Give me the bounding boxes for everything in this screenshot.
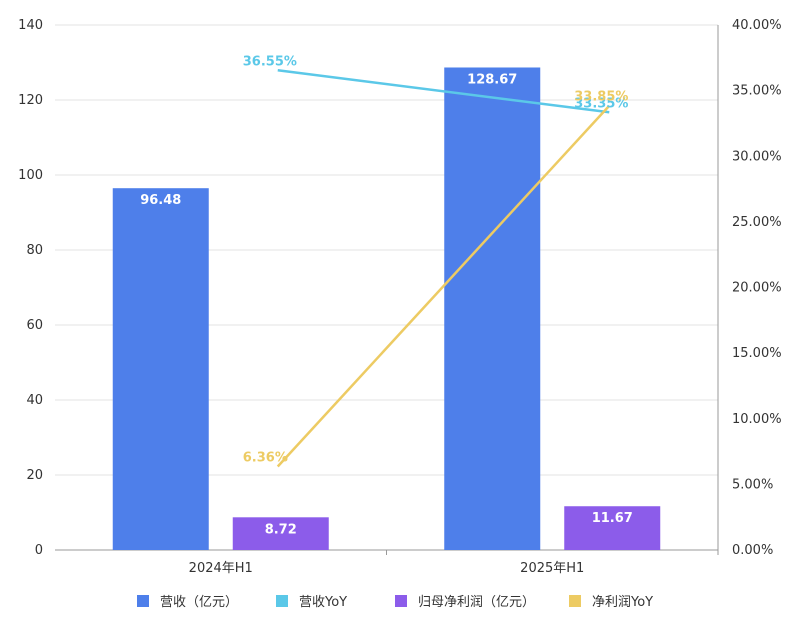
y-left-tick-label: 140 (18, 18, 43, 33)
lines (276, 69, 611, 468)
y-right-tick-label: 5.00% (732, 477, 773, 492)
y-right-tick-label: 10.00% (732, 412, 782, 427)
legend-label: 营收YoY (299, 595, 347, 610)
bar (232, 517, 329, 550)
legend-swatch (569, 595, 581, 607)
y-right-tick-label: 40.00% (732, 18, 782, 33)
y-left-tick-label: 20 (26, 468, 43, 483)
line-value-label: 33.85% (574, 90, 628, 105)
legend-swatch (395, 595, 407, 607)
axes: 0 20 40 60 80 100 120 140 0.00% 5.00% 10.00% 15.00%… (18, 18, 781, 576)
x-category-label: 2025年H1 (520, 561, 584, 576)
legend-swatch (276, 595, 288, 607)
y-right-tick-label: 35.00% (732, 84, 782, 99)
bar (444, 67, 541, 551)
legend-swatch (137, 595, 149, 607)
y-left-tick-label: 60 (26, 318, 43, 333)
data-labels: 96.48 128.67 8.72 11.67 36.55% 33.35% 6.36% 33.… (140, 54, 633, 537)
bar-value-label: 128.67 (467, 72, 517, 87)
line-value-label: 33.35% (574, 96, 628, 111)
line-value-label: 6.36% (243, 451, 288, 466)
series-line (276, 104, 611, 468)
legend: 营收（亿元） 营收YoY 归母净利润（亿元） 净利润YoY (137, 595, 653, 610)
bar-value-label: 8.72 (265, 522, 297, 537)
bar-value-label: 11.67 (592, 511, 633, 526)
bars (112, 67, 661, 551)
legend-label: 净利润YoY (592, 595, 653, 610)
bar-value-label: 96.48 (140, 193, 181, 208)
y-left-tick-label: 0 (35, 543, 43, 558)
legend-label: 归母净利润（亿元） (418, 595, 535, 610)
y-left-tick-label: 100 (18, 168, 43, 183)
bar (564, 506, 661, 550)
y-right-tick-label: 20.00% (732, 281, 782, 296)
y-right-tick-label: 15.00% (732, 346, 782, 361)
legend-label: 营收（亿元） (160, 595, 238, 610)
bar (112, 188, 209, 550)
series-line (277, 69, 610, 114)
y-left-tick-label: 40 (26, 393, 43, 408)
y-right-tick-label: 25.00% (732, 215, 782, 230)
y-right-tick-label: 30.00% (732, 149, 782, 164)
line-value-label: 36.55% (243, 54, 297, 69)
y-right-tick-label: 0.00% (732, 543, 773, 558)
y-left-tick-label: 120 (18, 93, 43, 108)
y-left-tick-label: 80 (26, 243, 43, 258)
x-category-label: 2024年H1 (189, 561, 253, 576)
